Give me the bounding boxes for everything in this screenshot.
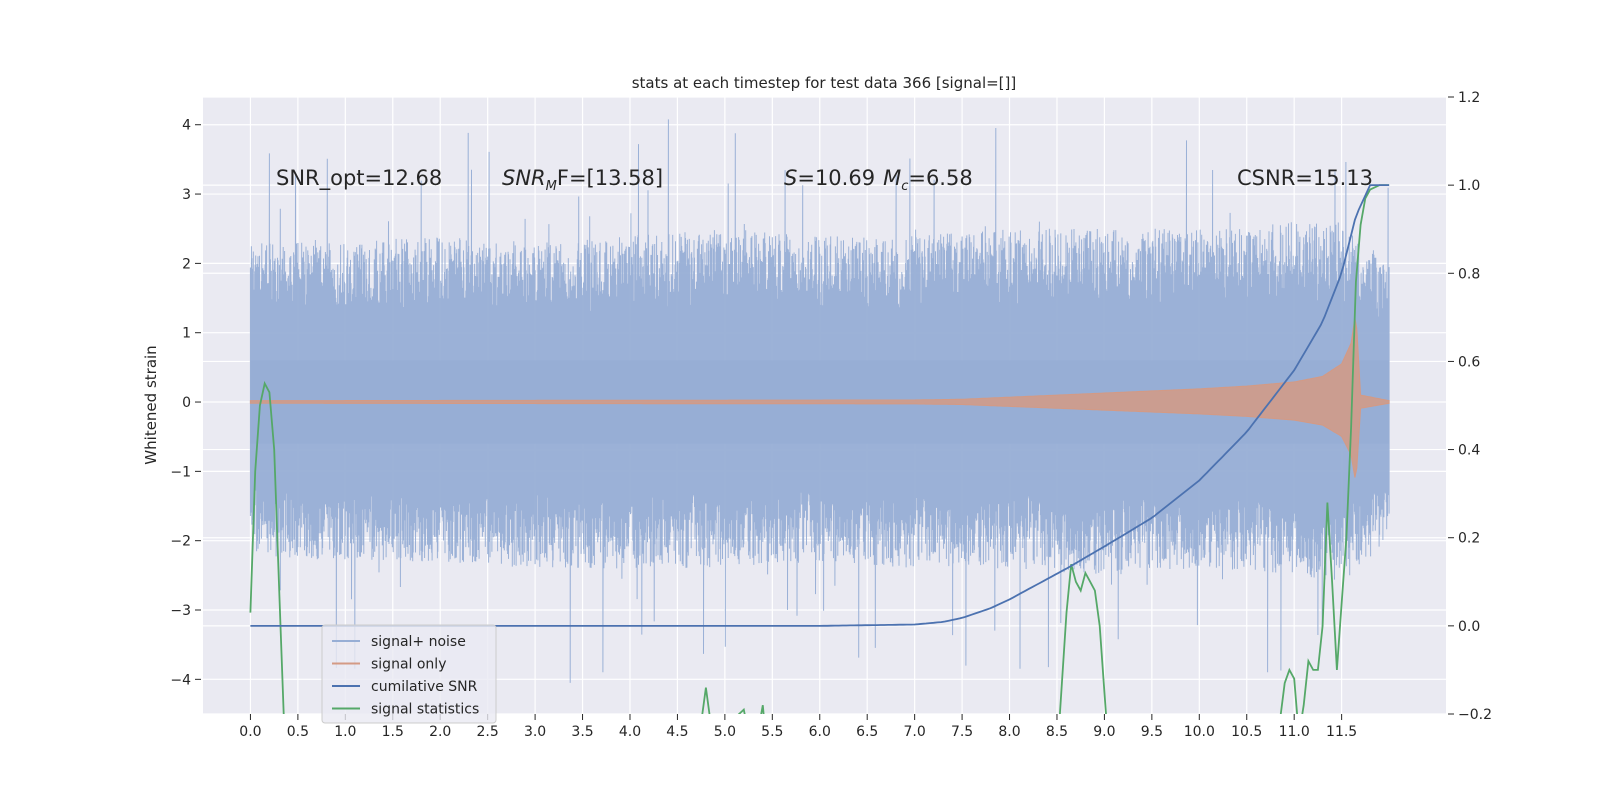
y-tick-label: −1 [170, 464, 191, 480]
legend-label: signal+ noise [371, 634, 466, 650]
y-tick-label: 2 [182, 256, 191, 272]
y-right-tick-label: −0.2 [1458, 707, 1492, 723]
s-main: S [784, 166, 797, 190]
x-tick-label: 7.5 [951, 724, 973, 740]
y-axis-label: Whitened strain [142, 345, 160, 464]
chart-title: stats at each timestep for test data 366… [632, 74, 1017, 92]
x-tick-label: 9.0 [1093, 724, 1115, 740]
plot-content [249, 119, 1390, 714]
annotation-snr-mf: SNRMF=[13.58] [502, 166, 663, 194]
x-tick-label: 8.0 [998, 724, 1020, 740]
x-tick-label: 6.0 [809, 724, 831, 740]
y-tick-label: 4 [182, 118, 191, 134]
x-tick-label: 4.5 [666, 724, 688, 740]
x-tick-label: 2.5 [477, 724, 499, 740]
x-tick-label: 2.0 [429, 724, 451, 740]
s-rest: =10.69 [797, 166, 875, 190]
legend-box [321, 624, 497, 724]
x-tick-label: 9.5 [1141, 724, 1163, 740]
mc-sub: c [901, 179, 908, 194]
y-right-tick-label: 1.2 [1458, 90, 1480, 106]
y-tick-label: 3 [182, 187, 191, 203]
x-tick-label: 6.5 [856, 724, 878, 740]
mc-main: M [883, 166, 901, 190]
legend-label: signal only [371, 657, 446, 673]
mc-rest: =6.58 [908, 166, 972, 190]
y-tick-label: −3 [170, 603, 191, 619]
annotation-snr-opt: SNR_opt=12.68 [276, 166, 442, 191]
legend-label: signal statistics [371, 702, 479, 718]
y-right-tick-label: 0.8 [1458, 266, 1480, 282]
series-signal-statistics [249, 184, 1390, 714]
y-right-tick-label: 0.2 [1458, 531, 1480, 547]
snr-mf-sub: M [546, 179, 557, 194]
y-tick-label: −4 [170, 672, 191, 688]
x-tick-label: 11.0 [1279, 724, 1310, 740]
x-tick-label: 0.0 [239, 724, 261, 740]
signal-only-trace [249, 318, 1390, 478]
x-tick-label: 1.5 [382, 724, 404, 740]
annotations: SNR_opt=12.68 SNRMF=[13.58] S=10.69 Mc=6.… [276, 166, 1373, 194]
y-right-tick-label: 1.0 [1458, 178, 1480, 194]
snr-mf-rest: F=[13.58] [557, 166, 663, 190]
y-tick-label: −2 [170, 534, 191, 550]
x-axis: 0.0 0.5 1.0 1.5 2.0 2.5 3.0 3.5 4.0 4.5 5.0 5.5 6.0 6… [239, 714, 1357, 740]
annotation-s-mc: S=10.69 Mc=6.58 [784, 166, 973, 194]
y-right-tick-label: 0.6 [1458, 354, 1480, 370]
y-right-tick-label: 0.0 [1458, 619, 1480, 635]
y-tick-label: 0 [182, 395, 191, 411]
x-tick-label: 11.5 [1326, 724, 1357, 740]
y-axis-left: −4 −3 −2 −1 0 1 2 3 4 [170, 118, 201, 688]
x-tick-label: 10.5 [1231, 724, 1262, 740]
x-tick-label: 0.5 [287, 724, 309, 740]
x-tick-label: 3.0 [524, 724, 546, 740]
x-tick-label: 5.0 [714, 724, 736, 740]
snr-mf-main: SNR [502, 166, 546, 190]
x-tick-label: 7.0 [904, 724, 926, 740]
legend-label: cumilative SNR [371, 679, 478, 695]
x-tick-label: 10.0 [1184, 724, 1215, 740]
legend: signal+ noise signal only cumilative SNR si… [321, 624, 497, 724]
annotation-csnr: CSNR=15.13 [1237, 166, 1373, 190]
x-tick-label: 8.5 [1046, 724, 1068, 740]
x-tick-label: 1.0 [334, 724, 356, 740]
signal-statistics-line [249, 184, 1390, 714]
y-tick-label: 1 [182, 326, 191, 342]
x-tick-label: 3.5 [571, 724, 593, 740]
y-axis-right: −0.2 0.0 0.2 0.4 0.6 0.8 1.0 1.2 [1448, 90, 1492, 723]
series-signal-only [249, 318, 1390, 478]
y-right-tick-label: 0.4 [1458, 443, 1480, 459]
x-tick-label: 5.5 [761, 724, 783, 740]
x-tick-label: 4.0 [619, 724, 641, 740]
